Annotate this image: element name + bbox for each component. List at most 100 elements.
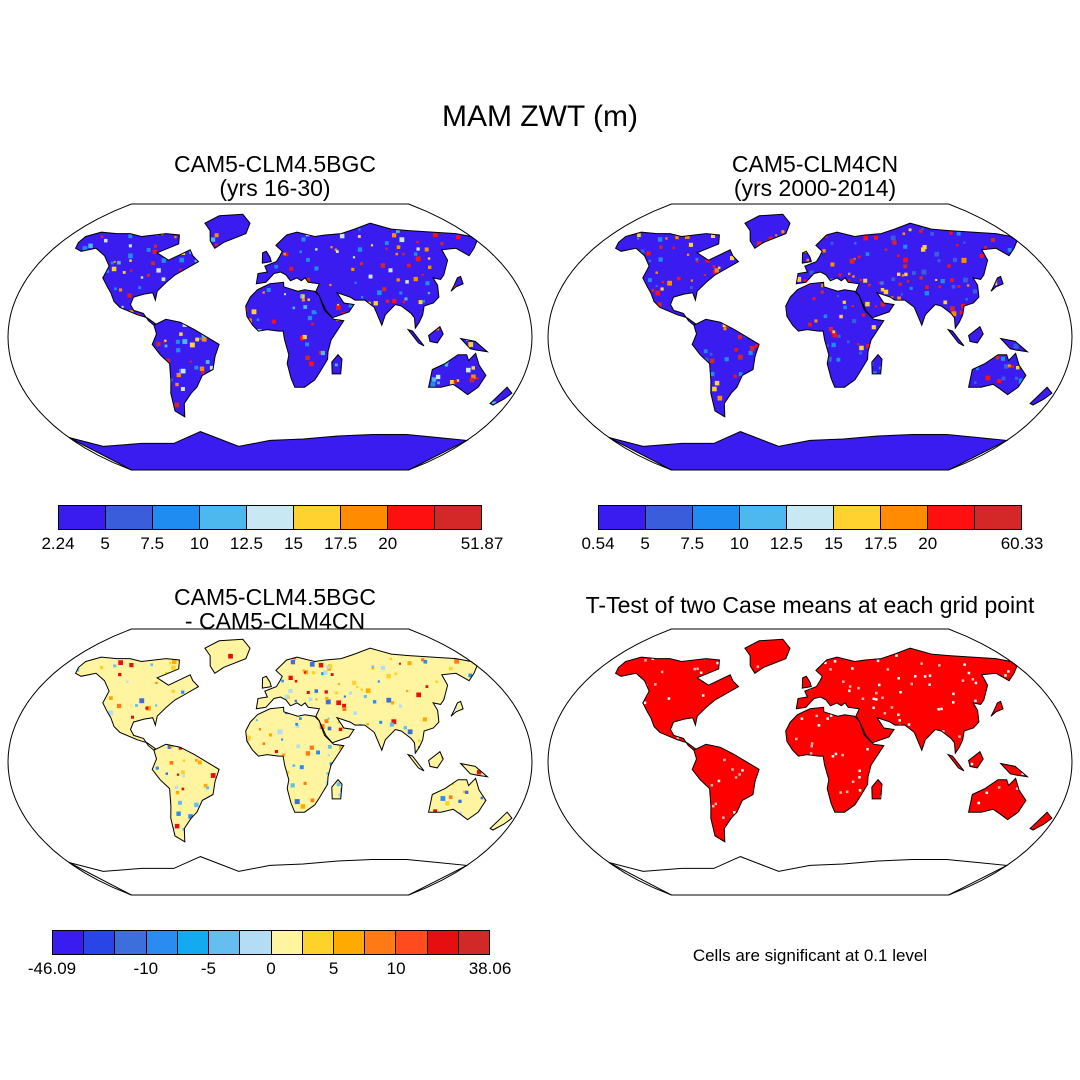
coastline-antarctica bbox=[68, 856, 469, 896]
colorbar-box bbox=[458, 931, 490, 954]
coastline-newzealand bbox=[489, 386, 513, 406]
figure-title: MAM ZWT (m) bbox=[441, 100, 639, 133]
coastline-japan bbox=[990, 700, 1004, 717]
colorbar-tick-label: 15 bbox=[824, 534, 844, 553]
coastline-antarctica bbox=[608, 431, 1009, 471]
colorbar-tick-label: 51.87 bbox=[460, 534, 504, 553]
colorbar-tick-label: 5 bbox=[640, 534, 650, 553]
colorbar-tick-label: 7.5 bbox=[680, 534, 705, 553]
colorbar-box bbox=[200, 506, 247, 529]
colorbar-box bbox=[396, 931, 428, 954]
colorbar-tick-label: 10 bbox=[189, 534, 209, 553]
coastline-greenland bbox=[204, 213, 251, 250]
coastline-africa bbox=[245, 706, 345, 813]
colorbar-box bbox=[646, 506, 693, 529]
coastline-antarctica bbox=[608, 856, 1009, 896]
coastline-sumatra bbox=[406, 753, 425, 772]
colorbar-tick-label: 12.5 bbox=[229, 534, 263, 553]
panel1-title-line2: (yrs 16-30) bbox=[219, 175, 331, 201]
coastline-namerica bbox=[614, 231, 740, 326]
colorbar-box bbox=[333, 931, 366, 954]
coastline-japan bbox=[990, 275, 1004, 292]
colorbar-box bbox=[341, 506, 388, 529]
coastline-borneo bbox=[428, 750, 444, 769]
panel2-colorbar bbox=[598, 505, 1022, 530]
panel1-title-line1: CAM5-CLM4.5BGC bbox=[174, 151, 376, 177]
panel2-title-line1: CAM5-CLM4CN bbox=[731, 151, 899, 177]
coastline-britain bbox=[801, 250, 812, 264]
coastline-antarctica bbox=[68, 431, 469, 471]
colorbar-box bbox=[693, 506, 740, 529]
colorbar-tick-label: 7.5 bbox=[140, 534, 165, 553]
coastline-eurasia bbox=[255, 647, 478, 755]
colorbar-box bbox=[115, 931, 147, 954]
coastline-africa bbox=[785, 706, 885, 813]
colorbar-box bbox=[435, 506, 481, 529]
coastline-sumatra bbox=[406, 328, 425, 347]
colorbar-box bbox=[106, 506, 153, 529]
coastline-newzealand bbox=[489, 811, 513, 831]
coastline-borneo bbox=[968, 750, 984, 769]
coastline-samerica bbox=[151, 743, 220, 843]
colorbar-tick-label: -10 bbox=[133, 959, 159, 978]
coastline-australia bbox=[427, 777, 487, 821]
colorbar-tick-label: 20 bbox=[918, 534, 938, 553]
colorbar-box bbox=[271, 931, 303, 954]
coastline-japan bbox=[450, 700, 464, 717]
colorbar-box bbox=[294, 506, 341, 529]
land-fill bbox=[615, 639, 1052, 842]
coastline-namerica bbox=[74, 231, 200, 326]
map-outline bbox=[547, 628, 1073, 896]
panel4-title: T-Test of two Case means at each grid po… bbox=[585, 592, 1035, 618]
colorbar-tick-label: 20 bbox=[378, 534, 398, 553]
panel4-map bbox=[547, 628, 1073, 896]
colorbar-box bbox=[209, 931, 241, 954]
colorbar-tick-label: 10 bbox=[729, 534, 749, 553]
colorbar-tick-label: -5 bbox=[200, 959, 216, 978]
coastline-madagascar bbox=[871, 353, 883, 375]
land-fill bbox=[75, 639, 512, 842]
colorbar-box bbox=[787, 506, 834, 529]
colorbar-box bbox=[881, 506, 928, 529]
map-outline bbox=[7, 628, 533, 896]
colorbar-tick-label: 12.5 bbox=[769, 534, 803, 553]
colorbar-box bbox=[365, 931, 397, 954]
coastline-africa bbox=[245, 281, 345, 388]
colorbar-box bbox=[240, 931, 272, 954]
colorbar-box bbox=[302, 931, 334, 954]
colorbar-tick-label: -46.09 bbox=[27, 959, 77, 978]
map-outline bbox=[547, 203, 1073, 471]
coastline-madagascar bbox=[871, 778, 883, 800]
coastline-africa bbox=[785, 281, 885, 388]
coastline-australia bbox=[967, 352, 1027, 396]
coastline-newguinea bbox=[459, 337, 490, 353]
colorbar-box bbox=[146, 931, 178, 954]
coastline-eurasia bbox=[255, 222, 478, 330]
coastline-greenland bbox=[744, 638, 791, 675]
coastline-britain bbox=[261, 675, 272, 689]
colorbar-tick-label: 5 bbox=[328, 959, 339, 978]
colorbar-tick-label: 60.33 bbox=[1000, 534, 1044, 553]
coastline-namerica bbox=[74, 656, 200, 751]
colorbar-tick-label: 38.06 bbox=[468, 959, 512, 978]
panel3-map bbox=[7, 628, 533, 896]
coastline-borneo bbox=[428, 325, 444, 344]
coastline-newzealand bbox=[1029, 386, 1053, 406]
colorbar-tick-label: 0.54 bbox=[581, 534, 615, 553]
coastline-madagascar bbox=[331, 353, 343, 375]
colorbar-box bbox=[975, 506, 1021, 529]
colorbar-box bbox=[599, 506, 646, 529]
colorbar-tick-label: 5 bbox=[100, 534, 110, 553]
coastline-newguinea bbox=[459, 762, 490, 778]
colorbar-box bbox=[427, 931, 459, 954]
colorbar-box bbox=[928, 506, 975, 529]
coastline-newguinea bbox=[999, 762, 1030, 778]
panel1-colorbar bbox=[58, 505, 482, 530]
coastline-samerica bbox=[151, 318, 220, 418]
coastline-sumatra bbox=[946, 753, 965, 772]
coastline-eurasia bbox=[795, 222, 1018, 330]
coastline-australia bbox=[967, 777, 1027, 821]
panel2-map bbox=[547, 203, 1073, 471]
colorbar-box bbox=[153, 506, 200, 529]
coastline-greenland bbox=[204, 638, 251, 675]
